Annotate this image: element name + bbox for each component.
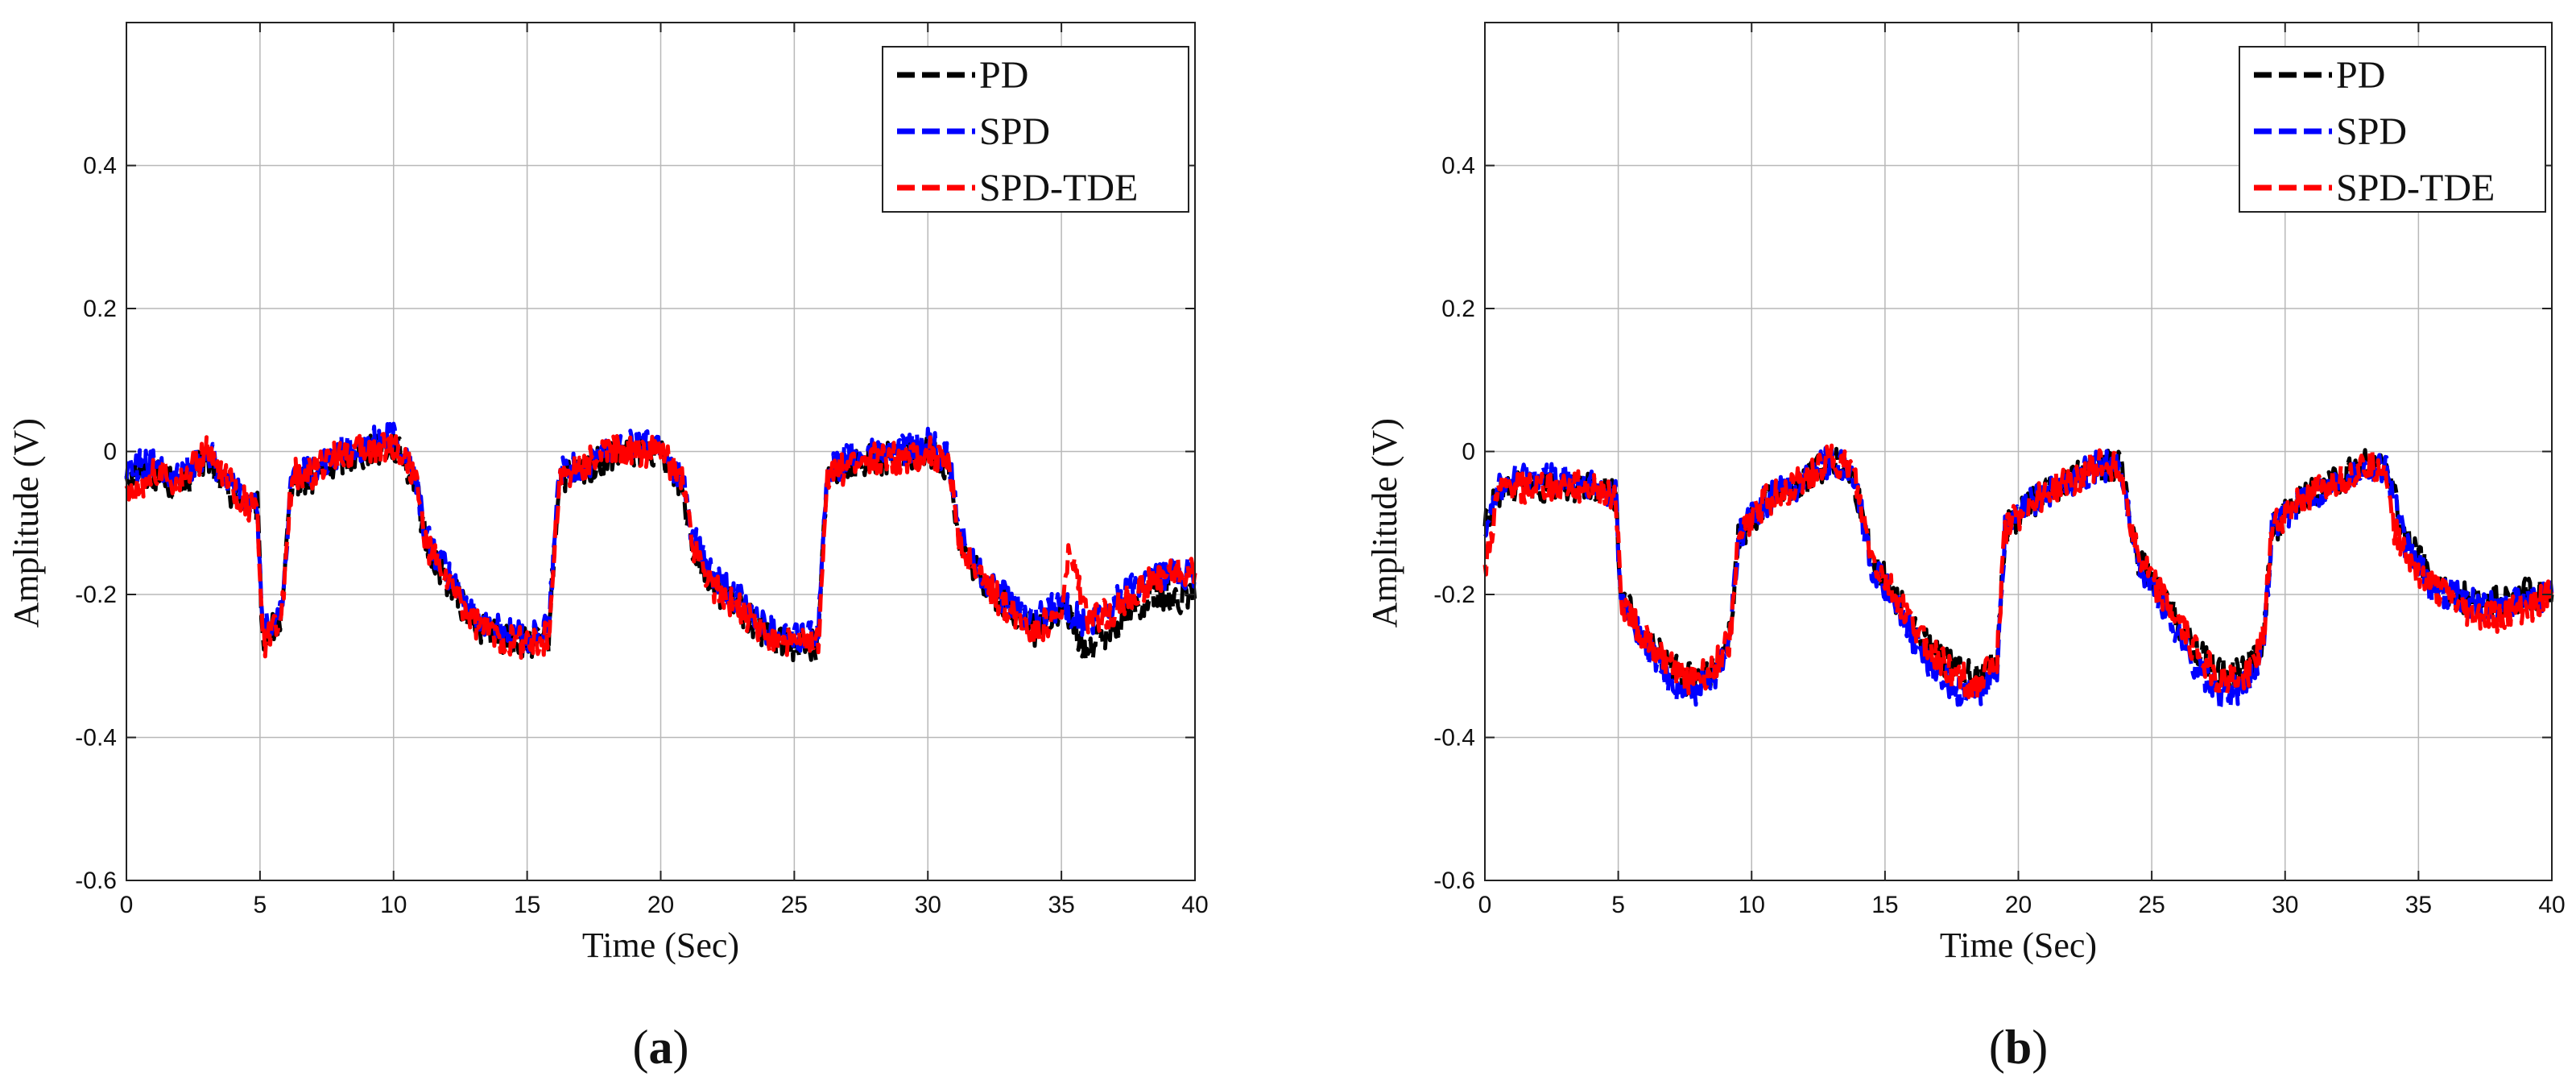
- x-tick-label: 10: [380, 892, 407, 918]
- panel-label: (a): [633, 1021, 689, 1074]
- x-tick-label: 30: [915, 892, 941, 918]
- y-axis-label: Amplitude (V): [6, 418, 46, 627]
- grid: [1485, 23, 2552, 880]
- x-tick-label: 20: [2005, 892, 2032, 918]
- x-tick-label: 30: [2272, 892, 2298, 918]
- series-line-spd-tde: [124, 432, 1197, 661]
- x-tick-label: 0: [120, 892, 134, 918]
- legend-label-spd: SPD: [2336, 110, 2407, 153]
- y-tick-label: -0.4: [1433, 725, 1475, 752]
- y-tick-label: 0: [103, 439, 117, 466]
- x-tick-label: 35: [1048, 892, 1074, 918]
- x-tick-label: 25: [2138, 892, 2165, 918]
- chart-panel-a: 0 5 10 15 20 25 30 35 40 -0.6 -0.4 -0.2 0 0.2 0.4 Time …: [6, 22, 1209, 1074]
- y-axis-label: Amplitude (V): [1365, 418, 1404, 627]
- x-axis-label: Time (Sec): [582, 926, 739, 965]
- x-tick-label: 15: [514, 892, 540, 918]
- x-tick-label: 5: [254, 892, 267, 918]
- y-tick-label: 0.2: [83, 296, 117, 322]
- tick-group: 0 5 10 15 20 25 30 35 40 -0.6 -0.4 -0.2 0 0.2 0.4: [75, 23, 1209, 918]
- y-tick-label: 0.2: [1441, 296, 1475, 322]
- legend-label-pd: PD: [2336, 54, 2385, 97]
- legend-label-pd: PD: [979, 54, 1028, 97]
- x-tick-label: 25: [781, 892, 808, 918]
- x-tick-label: 0: [1478, 892, 1492, 918]
- x-tick-label: 10: [1739, 892, 1765, 918]
- legend: PD SPD SPD-TDE: [2239, 46, 2546, 213]
- y-tick-label: -0.6: [1433, 868, 1475, 894]
- x-axis-label: Time (Sec): [1940, 926, 2097, 965]
- y-tick-label: 0: [1462, 439, 1475, 466]
- chart-panel-b: 0 5 10 15 20 25 30 35 40 -0.6 -0.4 -0.2 0 0.2 0.4 Time …: [1365, 22, 2566, 1074]
- x-tick-label: 20: [647, 892, 674, 918]
- x-tick-label: 40: [1181, 892, 1208, 918]
- x-tick-label: 15: [1871, 892, 1898, 918]
- x-tick-label: 5: [1611, 892, 1625, 918]
- series-group: [1482, 443, 2554, 712]
- series-group: [124, 421, 1197, 663]
- legend-label-spd-tde: SPD-TDE: [979, 167, 1138, 209]
- y-tick-label: -0.4: [75, 725, 117, 752]
- x-tick-label: 35: [2405, 892, 2432, 918]
- legend-label-spd: SPD: [979, 110, 1050, 153]
- y-tick-label: -0.2: [1433, 582, 1475, 608]
- y-tick-label: -0.6: [75, 868, 117, 894]
- panel-label: (b): [1989, 1021, 2048, 1074]
- legend-label-spd-tde: SPD-TDE: [2336, 167, 2495, 209]
- y-tick-label: 0.4: [1441, 153, 1475, 180]
- y-tick-label: -0.2: [75, 582, 117, 608]
- y-tick-label: 0.4: [83, 153, 117, 180]
- legend: PD SPD SPD-TDE: [882, 46, 1189, 213]
- tick-group: 0 5 10 15 20 25 30 35 40 -0.6 -0.4 -0.2 0 0.2 0.4: [1433, 23, 2566, 918]
- series-line-spd-tde: [1482, 443, 2554, 700]
- x-tick-label: 40: [2538, 892, 2565, 918]
